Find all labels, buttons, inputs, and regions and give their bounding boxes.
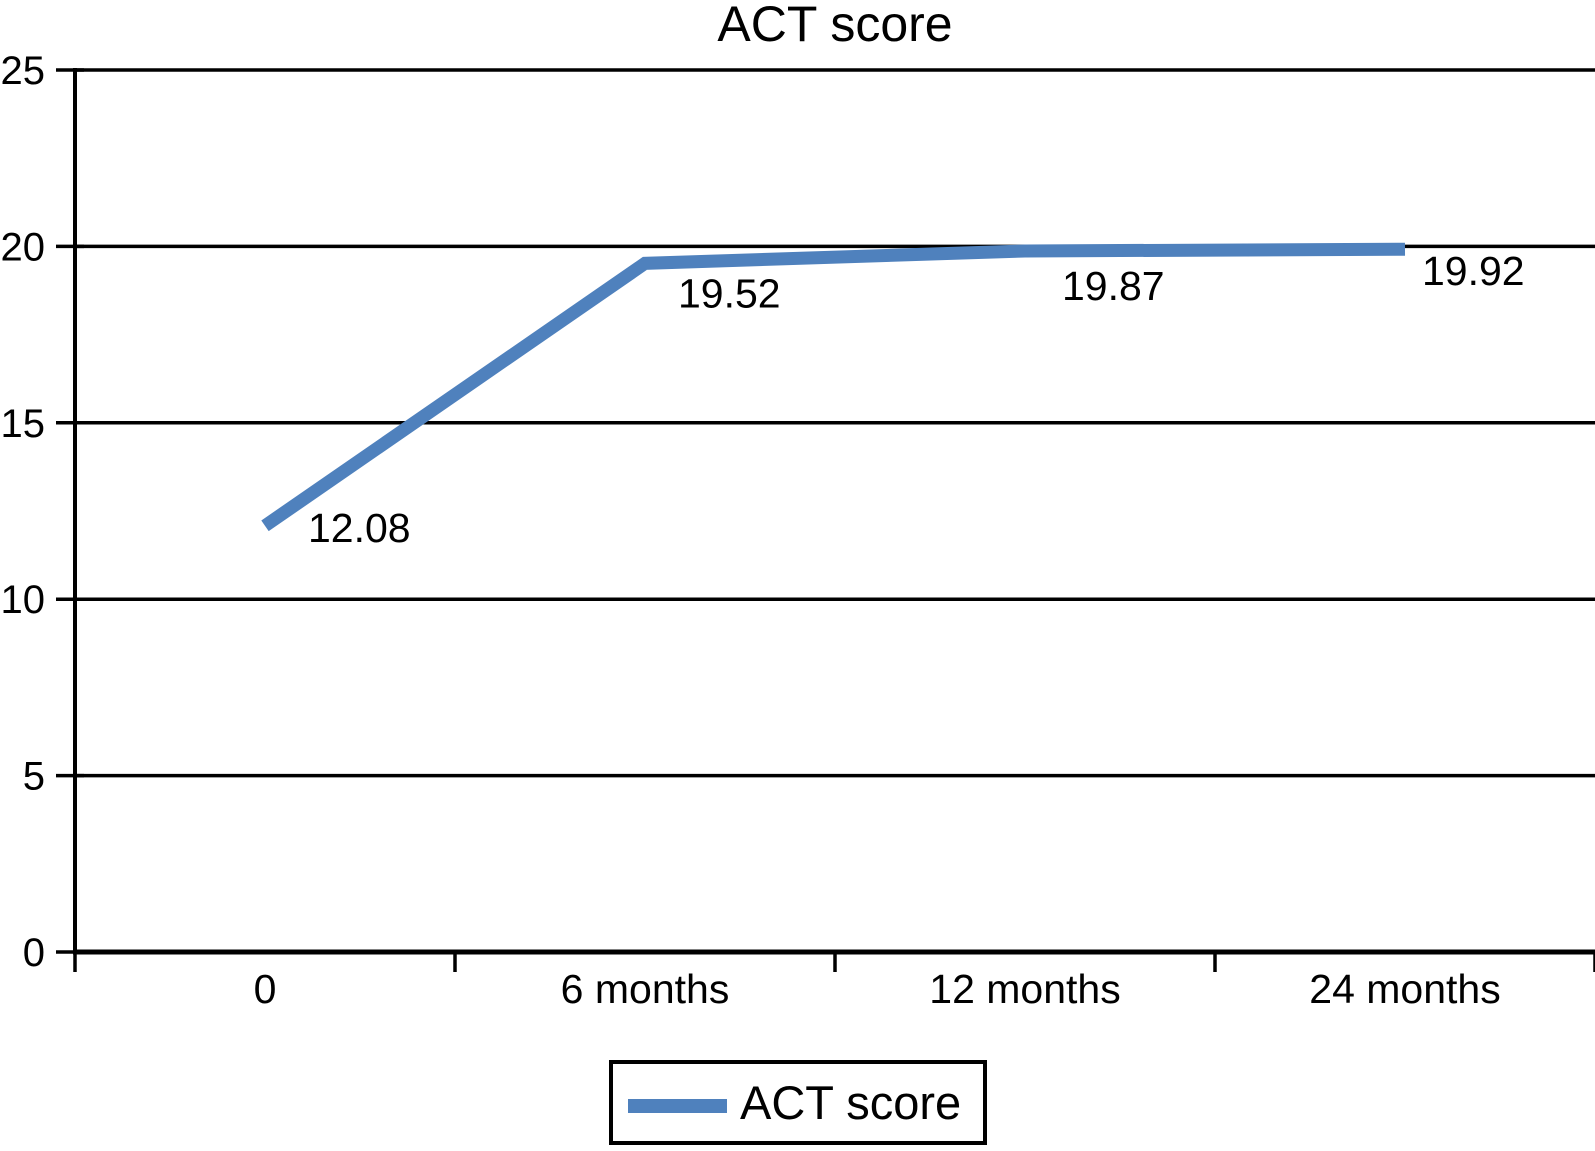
x-category-label: 6 months xyxy=(561,966,730,1012)
data-label: 19.52 xyxy=(678,270,781,316)
y-tick-label: 25 xyxy=(1,49,46,93)
x-category-label: 0 xyxy=(254,966,277,1012)
series-act-score xyxy=(261,242,1406,532)
legend: ACT score xyxy=(609,1060,987,1145)
y-axis-ticks xyxy=(56,68,84,954)
legend-entry-label: ACT score xyxy=(740,1076,961,1129)
horizontal-gridlines xyxy=(75,68,1595,955)
x-category-label: 12 months xyxy=(929,966,1120,1012)
data-point-labels: 12.08 19.52 19.87 19.92 xyxy=(308,248,1525,551)
y-tick-label: 10 xyxy=(1,578,46,622)
y-axis-tick-labels: 0 5 10 15 20 25 xyxy=(1,49,46,975)
y-tick-label: 15 xyxy=(1,402,46,446)
y-tick-label: 0 xyxy=(23,931,45,975)
y-tick-label: 20 xyxy=(1,225,46,269)
data-label: 19.92 xyxy=(1422,248,1525,294)
x-category-label: 24 months xyxy=(1309,966,1500,1012)
x-axis-ticks xyxy=(73,950,1595,972)
data-label: 12.08 xyxy=(308,505,411,551)
x-axis-category-labels: 0 6 months 12 months 24 months xyxy=(254,966,1501,1012)
chart-title: ACT score xyxy=(717,0,952,52)
y-tick-label: 5 xyxy=(23,755,45,799)
data-label: 19.87 xyxy=(1062,263,1165,309)
act-score-series-line xyxy=(261,242,1406,532)
